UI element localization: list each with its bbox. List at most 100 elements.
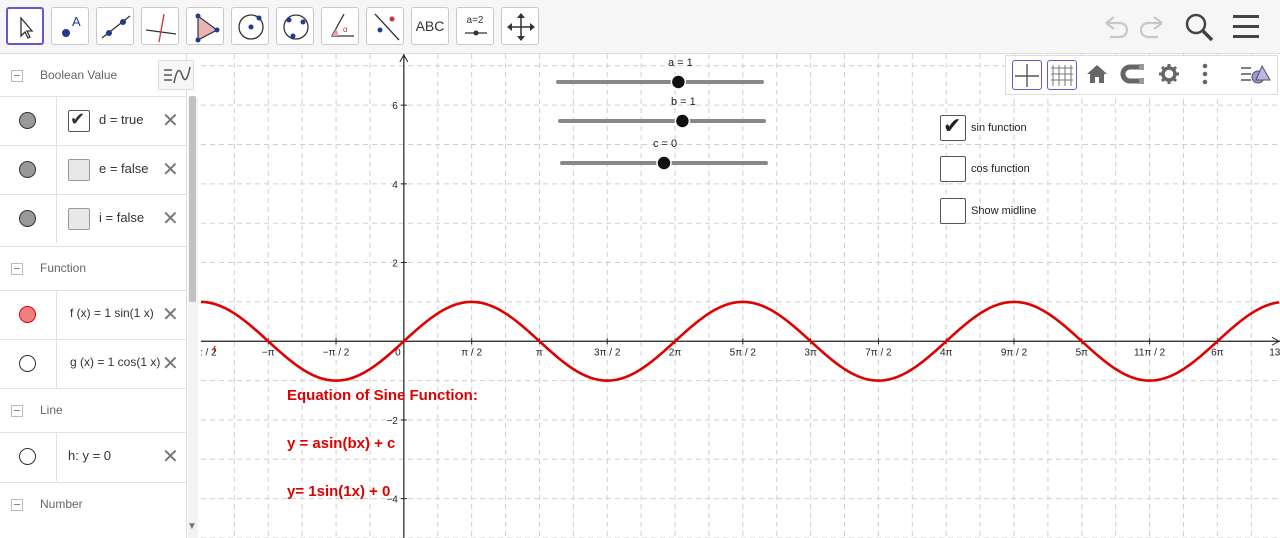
show-midline-checkbox[interactable] — [940, 198, 966, 224]
delete-icon[interactable]: ✕ — [162, 353, 179, 375]
slider-b-knob[interactable] — [674, 113, 691, 129]
expression-h[interactable]: h: y = 0 — [68, 448, 111, 463]
show-grid-button[interactable] — [1047, 60, 1077, 90]
delete-icon[interactable]: ✕ — [162, 446, 179, 468]
algebra-row-f[interactable]: f (x) = 1 sin(1 x) ✕ — [0, 290, 186, 339]
reflect-tool-button[interactable] — [366, 7, 404, 45]
slider-a-knob[interactable] — [670, 74, 687, 90]
show-axes-button[interactable] — [1012, 60, 1042, 90]
circle-center-point-tool-button[interactable] — [231, 7, 269, 45]
line-icon — [101, 15, 131, 39]
visibility-toggle[interactable] — [19, 355, 36, 372]
slider-c-knob[interactable] — [656, 155, 672, 171]
circle-through-points-tool-button[interactable] — [276, 7, 314, 45]
expression-e[interactable]: e = false — [99, 161, 149, 176]
algebra-input-toggle-button[interactable] — [158, 60, 194, 90]
y-axis-arrow — [399, 54, 409, 63]
cos-function-checkbox[interactable] — [940, 156, 966, 182]
sine-curve[interactable] — [201, 300, 1280, 382]
x-tick-labels: −3π / 2 −π −π / 2 0 π / 2 π 3π / 2 2π 5π / 2 3π 7π… — [201, 347, 1280, 358]
collapse-icon[interactable] — [11, 499, 23, 511]
point-icon: A — [62, 14, 81, 37]
collapse-icon[interactable] — [11, 263, 23, 275]
x-tick-label: 2π — [669, 347, 682, 358]
toggle-style-bar-button[interactable] — [1238, 60, 1274, 90]
delete-icon[interactable]: ✕ — [162, 304, 179, 326]
checkbox-d[interactable]: ✔ — [68, 109, 90, 132]
graph-toggle-icon — [164, 66, 191, 84]
x-tick-label: −π / 2 — [323, 347, 350, 358]
algebra-scrollbar-thumb[interactable] — [189, 96, 196, 302]
undo-icon[interactable] — [1100, 13, 1130, 39]
slider-b-label: b = 1 — [671, 96, 696, 108]
expression-f[interactable]: f (x) = 1 sin(1 x) — [70, 306, 154, 320]
slider-b[interactable] — [558, 113, 768, 129]
point-capturing-button[interactable] — [1119, 60, 1149, 90]
slider-c[interactable] — [560, 155, 770, 171]
algebra-row-h[interactable]: h: y = 0 ✕ — [0, 432, 186, 481]
visibility-toggle[interactable] — [19, 210, 36, 227]
scroll-down-arrow-icon[interactable]: ▼ — [187, 521, 197, 532]
group-header-line[interactable]: Line — [0, 388, 186, 433]
slider-tool-button[interactable]: a=2 — [456, 7, 494, 45]
sin-function-checkbox[interactable]: ✔ — [940, 113, 966, 141]
divider — [56, 97, 57, 145]
check-icon: ✔ — [70, 109, 86, 129]
expression-d[interactable]: d = true — [99, 112, 144, 127]
settings-button[interactable] — [1155, 60, 1185, 90]
slider-a-label: a = 1 — [668, 57, 693, 69]
text-tool-label: ABC — [415, 18, 445, 34]
gear-icon — [1159, 64, 1179, 84]
collapse-icon[interactable] — [11, 405, 23, 417]
move-arrows-icon — [507, 13, 535, 41]
x-tick-label: 13π / 2 — [1269, 347, 1280, 358]
line-tool-button[interactable] — [96, 7, 134, 45]
menu-icon[interactable] — [1231, 12, 1261, 42]
redo-icon[interactable] — [1138, 13, 1168, 39]
algebra-row-g[interactable]: g (x) = 1 cos(1 x) ✕ — [0, 339, 186, 388]
perpendicular-line-icon — [145, 13, 177, 43]
group-title: Number — [40, 497, 83, 511]
visibility-toggle[interactable] — [19, 448, 36, 465]
visibility-toggle[interactable] — [19, 161, 36, 178]
graphics-view[interactable]: −3π / 2 −π −π / 2 0 π / 2 π 3π / 2 2π 5π / 2 3π 7π… — [201, 54, 1280, 538]
x-tick-label: 11π / 2 — [1134, 347, 1166, 358]
expression-i[interactable]: i = false — [99, 210, 145, 225]
cursor-arrow-icon — [20, 16, 34, 39]
perpendicular-line-tool-button[interactable] — [141, 7, 179, 45]
magnet-icon — [1120, 64, 1144, 84]
function-plot[interactable]: −3π / 2 −π −π / 2 0 π / 2 π 3π / 2 2π 5π / 2 3π 7π… — [201, 54, 1280, 538]
polygon-tool-button[interactable] — [186, 7, 224, 45]
algebra-row-e[interactable]: e = false ✕ — [0, 145, 186, 194]
checkbox-e[interactable] — [68, 159, 90, 181]
x-tick-label: −π — [262, 347, 275, 358]
delete-icon[interactable]: ✕ — [162, 208, 179, 230]
more-options-button[interactable] — [1191, 60, 1221, 90]
move-graphics-view-tool-button[interactable] — [501, 7, 539, 45]
algebra-scrollbar[interactable] — [188, 96, 198, 538]
algebra-row-d[interactable]: ✔ d = true ✕ — [0, 96, 186, 145]
standard-view-button[interactable] — [1083, 60, 1113, 90]
checkbox-i[interactable] — [68, 208, 90, 230]
point-tool-button[interactable]: A — [51, 7, 89, 45]
algebra-row-i[interactable]: i = false ✕ — [0, 194, 186, 243]
equation-heading: Equation of Sine Function: — [287, 387, 478, 404]
delete-icon[interactable]: ✕ — [162, 110, 179, 132]
x-tick-label: 5π — [1076, 347, 1089, 358]
slider-a[interactable] — [556, 74, 766, 90]
angle-tool-button[interactable]: α — [321, 7, 359, 45]
group-header-boolean[interactable]: Boolean Value — [0, 54, 186, 98]
move-tool-button[interactable] — [6, 7, 44, 45]
y-tick-label: 2 — [392, 259, 398, 270]
group-header-number[interactable]: Number — [0, 482, 186, 527]
visibility-toggle[interactable] — [19, 112, 36, 129]
group-header-function[interactable]: Function — [0, 246, 186, 291]
divider — [56, 146, 57, 194]
visibility-toggle[interactable] — [19, 306, 36, 323]
search-icon[interactable] — [1182, 10, 1216, 44]
slider-icon — [465, 30, 487, 36]
delete-icon[interactable]: ✕ — [162, 159, 179, 181]
text-tool-button[interactable]: ABC — [411, 7, 449, 45]
expression-g[interactable]: g (x) = 1 cos(1 x) — [70, 355, 161, 369]
collapse-icon[interactable] — [11, 70, 23, 82]
